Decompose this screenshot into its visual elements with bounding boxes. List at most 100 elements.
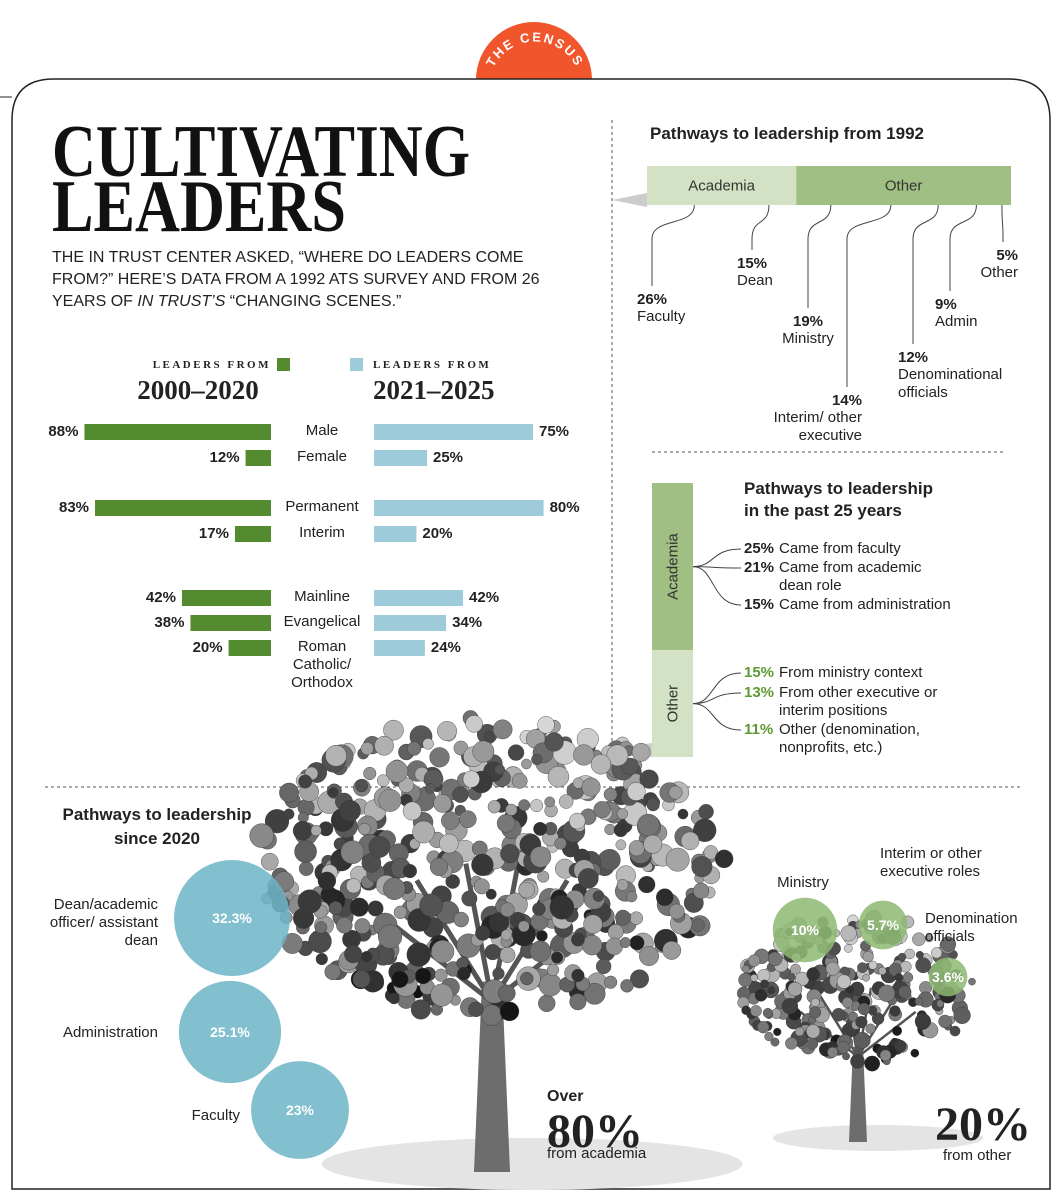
tree-trunk [473, 981, 511, 1172]
leaf [549, 895, 575, 920]
bubble-label: Denomination officials [925, 910, 1018, 945]
leaf [402, 864, 417, 879]
leaf [377, 774, 390, 787]
legend-label: LEADERS FROM [373, 359, 492, 371]
leaf [949, 1025, 961, 1037]
intro-text: “CHANGING SCENES.” [225, 293, 402, 310]
leaf [360, 951, 373, 963]
leaf [593, 801, 611, 819]
leaf [855, 1016, 868, 1029]
bubble-label: Ministry [777, 874, 829, 891]
value-label: 88% [48, 423, 79, 440]
leaf [914, 1013, 931, 1030]
leaf [547, 766, 570, 788]
bubble [858, 900, 908, 950]
value-label: 38% [154, 614, 185, 631]
tree-branch [857, 1010, 917, 1058]
leaf [837, 1041, 850, 1054]
title-line: LEADERS [52, 166, 346, 248]
leaf [878, 984, 896, 1002]
leaf [827, 1046, 838, 1058]
leaf [862, 974, 870, 982]
leaf [578, 868, 599, 889]
leaf [770, 1037, 780, 1047]
leaf [434, 968, 448, 982]
total-label: from academia [547, 1145, 647, 1162]
leaf [569, 993, 587, 1011]
leaf [767, 951, 783, 967]
segment-label: Academia [688, 178, 755, 195]
leaf [328, 901, 343, 916]
leaf [841, 997, 854, 1009]
leaf [781, 997, 799, 1015]
brace [692, 672, 742, 705]
leaf [915, 957, 931, 974]
badge-circle [476, 22, 592, 79]
legend-swatch [277, 358, 290, 371]
leaf [936, 999, 945, 1008]
leaf [249, 823, 274, 848]
leaf [787, 981, 803, 997]
leaf [507, 744, 525, 761]
tree-shadow [772, 1124, 984, 1152]
bar [234, 526, 271, 542]
leaf [748, 954, 761, 967]
leaf [279, 782, 299, 803]
leaf [809, 1006, 822, 1019]
leaf [457, 966, 471, 981]
bar [374, 590, 464, 606]
bar-segment [796, 166, 1011, 205]
chart-title: Pathways to leadership from 1992 [650, 124, 924, 143]
leaf [573, 744, 595, 766]
leaf [410, 999, 431, 1020]
leaf [521, 758, 532, 770]
leaf [637, 813, 660, 837]
segment-label: Other [665, 685, 682, 723]
leaf [475, 925, 491, 941]
leaf [871, 1012, 885, 1025]
leaf [406, 741, 422, 756]
value-label: 80% [549, 499, 580, 516]
callout-value: 15% [737, 255, 768, 272]
bubble-label: Dean/academic officer/ assistant dean [49, 896, 158, 949]
leaf [865, 1023, 876, 1034]
intro: THE IN TRUST CENTER ASKED, “WHERE DO LEA… [52, 247, 562, 313]
leaf [378, 788, 402, 812]
leaf [314, 921, 328, 934]
leaf [439, 833, 459, 854]
leaf [441, 811, 460, 830]
leaf [317, 871, 336, 890]
leaf [831, 1007, 846, 1022]
leaf [757, 1021, 770, 1034]
leaf [590, 754, 612, 775]
bar [84, 424, 271, 440]
bar [181, 590, 271, 606]
callout-value: 12% [898, 349, 929, 366]
leaf [492, 719, 513, 740]
leaf [499, 1001, 520, 1022]
leaf [492, 967, 505, 980]
leaf [345, 878, 362, 894]
item-label: Other (denomination, nonprofits, etc.) [779, 721, 920, 756]
leaf [336, 917, 353, 934]
item-label: Came from faculty [779, 540, 901, 557]
leaf [471, 853, 494, 876]
leaf [665, 847, 690, 872]
callout-line [651, 204, 695, 286]
leaf [530, 799, 543, 813]
leaf [794, 1026, 805, 1037]
leaf [806, 1037, 819, 1050]
leaf [529, 940, 552, 963]
total-prefix: Over [547, 1088, 584, 1105]
category-label: Roman Catholic/ Orthodox [291, 638, 353, 691]
tree-shadow [321, 1137, 743, 1191]
bubble-label: Faculty [191, 1107, 240, 1124]
leaf [437, 721, 457, 741]
leaf [626, 782, 646, 801]
leaf [625, 890, 638, 903]
leaf [571, 932, 585, 947]
bubble-value: 25.1% [210, 1024, 250, 1040]
brace [692, 566, 742, 606]
bar [374, 450, 427, 466]
leaf [419, 893, 443, 917]
